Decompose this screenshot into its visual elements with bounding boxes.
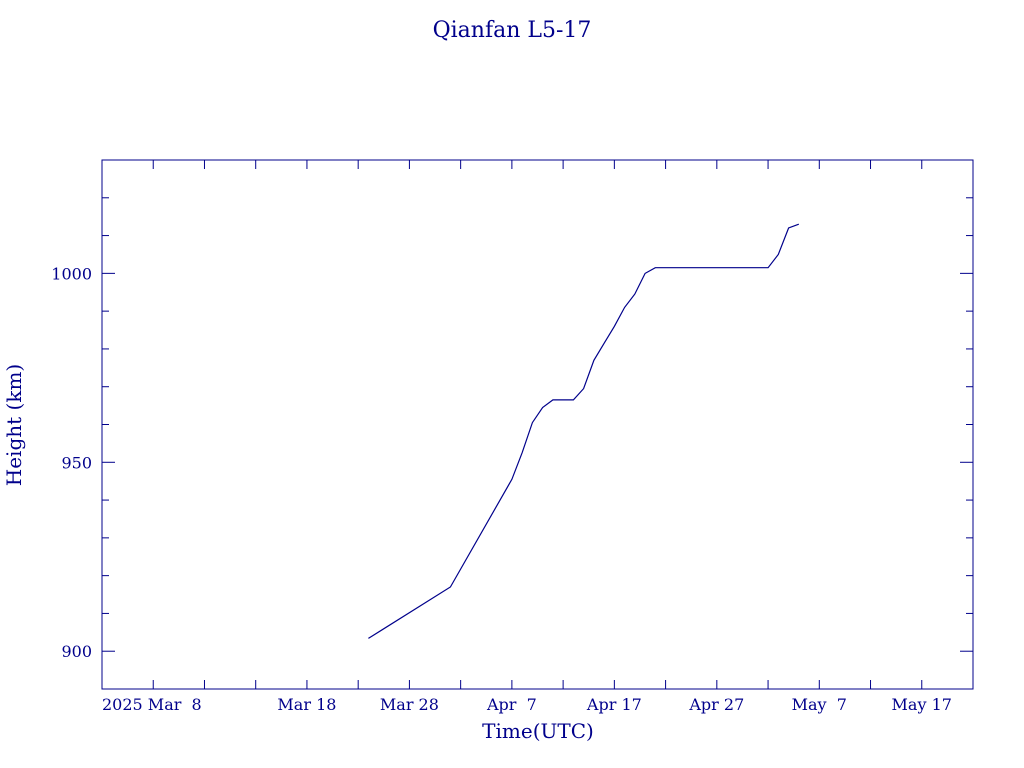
x-tick-label: Apr 27	[688, 695, 744, 714]
x-tick-label: 2025 Mar 8	[102, 695, 202, 714]
x-tick-label: Mar 18	[277, 695, 336, 714]
x-tick-label: Mar 28	[380, 695, 439, 714]
y-tick-label: 950	[61, 453, 92, 472]
x-tick-label: Apr 17	[586, 695, 642, 714]
height-series-line	[368, 223, 800, 639]
chart-title: Qianfan L5-17	[433, 18, 592, 43]
x-axis-ticks: 2025 Mar 8 Mar 18 Mar 28 Apr 7 Apr 17 Apr 27 M…	[102, 160, 952, 714]
y-axis-label: Height (km)	[2, 364, 26, 486]
x-tick-label: May 7	[792, 695, 847, 714]
series-group	[368, 223, 800, 639]
plot-frame	[101, 159, 974, 690]
x-tick-label: May 17	[892, 695, 952, 714]
x-tick-label: Apr 7	[486, 695, 537, 714]
y-tick-label: 1000	[51, 264, 92, 283]
x-axis-label: Time(UTC)	[482, 719, 594, 743]
y-axis-ticks: 900 950 1000	[51, 159, 973, 690]
y-tick-label: 900	[61, 642, 92, 661]
